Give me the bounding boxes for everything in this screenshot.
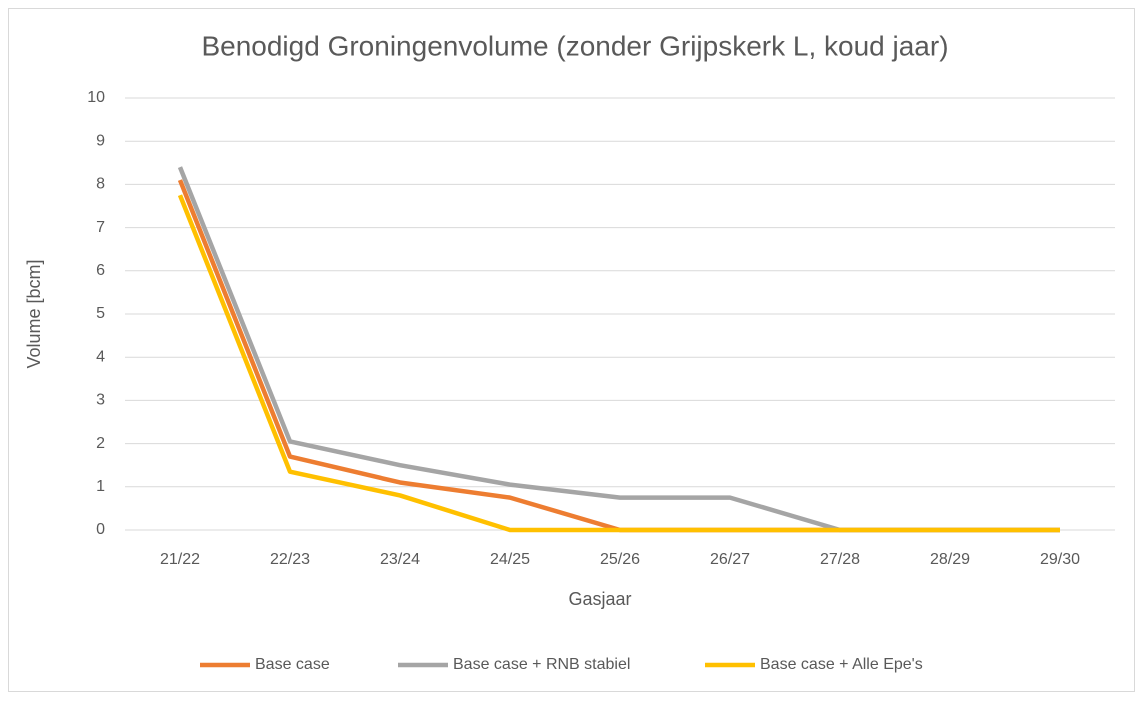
series-line <box>177 194 1060 533</box>
y-tick-label: 6 <box>96 262 105 279</box>
x-tick-label: 28/29 <box>930 551 970 568</box>
y-tick-label: 10 <box>87 89 105 106</box>
chart-frame <box>8 8 1135 692</box>
y-tick-label: 2 <box>96 435 105 452</box>
y-tick-label: 5 <box>96 305 105 322</box>
chart-title: Benodigd Groningenvolume (zonder Grijpsk… <box>201 30 948 61</box>
x-tick-label: 24/25 <box>490 551 530 568</box>
legend-label: Base case <box>255 656 330 673</box>
y-tick-label: 4 <box>96 348 105 365</box>
y-tick-label: 8 <box>96 176 105 193</box>
x-tick-label: 26/27 <box>710 551 750 568</box>
x-tick-label: 22/23 <box>270 551 310 568</box>
x-tick-label: 23/24 <box>380 551 420 568</box>
legend-label: Base case + RNB stabiel <box>453 656 630 673</box>
y-tick-label: 3 <box>96 392 105 409</box>
y-tick-label: 1 <box>96 478 105 495</box>
y-tick-label: 0 <box>96 521 105 538</box>
x-tick-label: 29/30 <box>1040 551 1080 568</box>
x-tick-label: 27/28 <box>820 551 860 568</box>
x-tick-label: 21/22 <box>160 551 200 568</box>
legend-label: Base case + Alle Epe's <box>760 656 923 673</box>
y-axis-label: Volume [bcm] <box>24 259 44 368</box>
x-tick-label: 25/26 <box>600 551 640 568</box>
y-tick-label: 9 <box>96 132 105 149</box>
x-axis-label: Gasjaar <box>568 589 631 609</box>
y-tick-label: 7 <box>96 219 105 236</box>
